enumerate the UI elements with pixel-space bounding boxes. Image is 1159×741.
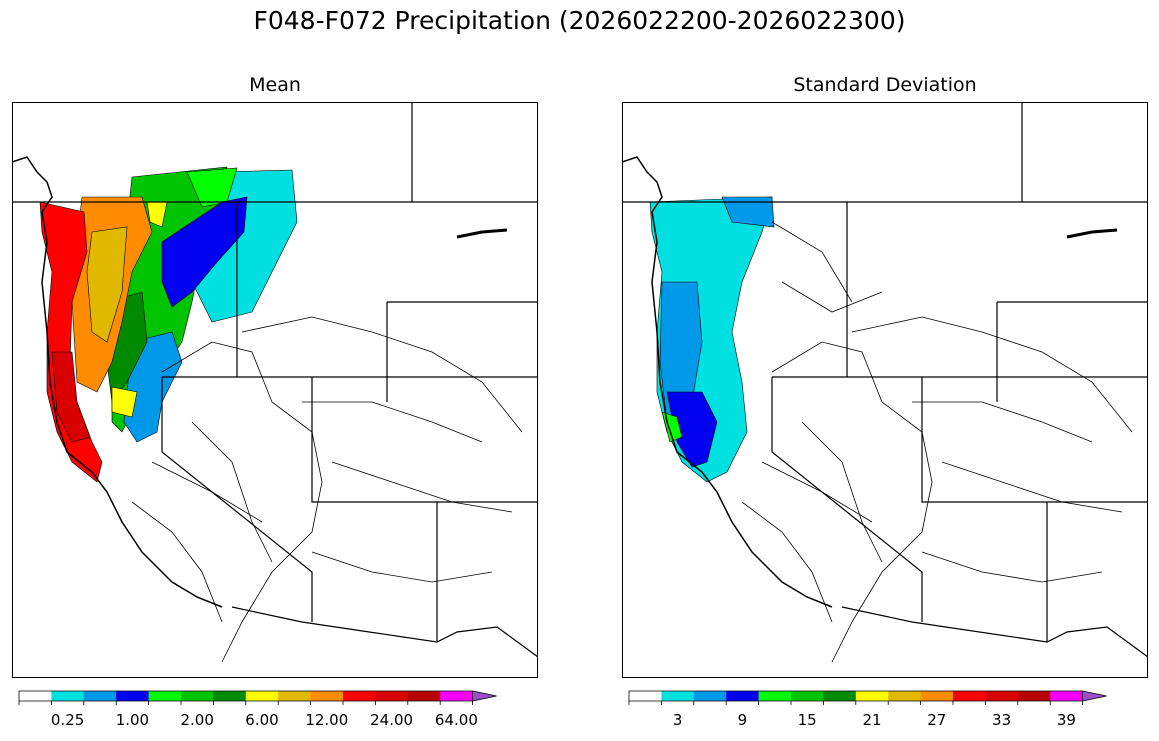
colorbar-swatch bbox=[83, 691, 117, 701]
colorbar-swatch bbox=[310, 691, 344, 701]
colorbar-tick-label: 9 bbox=[737, 711, 748, 729]
colorbar-swatch bbox=[629, 691, 662, 701]
colorbar-swatch bbox=[213, 691, 247, 701]
colorbar-swatch bbox=[278, 691, 311, 701]
coastline bbox=[622, 156, 833, 608]
coastline bbox=[12, 156, 223, 608]
colorbar-tick-label: 39 bbox=[1056, 711, 1076, 729]
colorbar-swatch bbox=[51, 691, 85, 701]
colorbar-swatch bbox=[985, 691, 1019, 701]
colorbar-tick-label: 6.00 bbox=[245, 711, 279, 729]
colorbar-tick-label: 12.00 bbox=[305, 711, 349, 729]
colorbar-swatch bbox=[1017, 691, 1051, 701]
colorbar-swatch bbox=[440, 691, 473, 701]
colorbar-swatch bbox=[791, 691, 824, 701]
colorbar-swatch bbox=[888, 691, 921, 701]
colorbar-tick-label: 64.00 bbox=[434, 711, 478, 729]
colorbar-swatch bbox=[693, 691, 727, 701]
colorbar-swatch bbox=[245, 691, 279, 701]
colorbar-swatch bbox=[116, 691, 149, 701]
colorbar-tick-label: 24.00 bbox=[370, 711, 414, 729]
colorbar-swatch bbox=[758, 691, 792, 701]
colorbar-swatch bbox=[343, 691, 376, 701]
colorbar-tick-label: 15 bbox=[797, 711, 817, 729]
colorbar-swatch bbox=[823, 691, 857, 701]
basin-outlines bbox=[741, 221, 1133, 663]
colorbar-swatch bbox=[920, 691, 954, 701]
colorbar-extend-arrow bbox=[1082, 690, 1107, 702]
colorbar-swatch bbox=[953, 691, 986, 701]
panel-title-std: Standard Deviation bbox=[793, 74, 977, 96]
colorbar-swatch bbox=[1050, 691, 1083, 701]
lake bbox=[456, 228, 508, 239]
colorbar-swatch bbox=[726, 691, 759, 701]
colorbar-mean-bar bbox=[18, 690, 497, 705]
colorbar-tick-label: 27 bbox=[927, 711, 947, 729]
panel-title-mean: Mean bbox=[249, 74, 301, 96]
colorbar-swatch bbox=[181, 691, 214, 701]
colorbar-swatch bbox=[407, 691, 441, 701]
colorbar-tick-label: 3 bbox=[672, 711, 683, 729]
map-panel-mean bbox=[12, 102, 538, 678]
colorbar-swatch bbox=[375, 691, 409, 701]
lake bbox=[1066, 228, 1118, 239]
colorbar-tick-label: 0.25 bbox=[50, 711, 85, 729]
colorbar-tick-label: 33 bbox=[992, 711, 1012, 729]
colorbar-std-bar bbox=[628, 690, 1107, 705]
std-shading bbox=[649, 196, 775, 483]
state-boundaries bbox=[12, 102, 538, 658]
state-boundaries bbox=[622, 102, 1148, 658]
basin-outlines bbox=[131, 316, 523, 663]
colorbar-swatch bbox=[19, 691, 52, 701]
colorbar-swatch bbox=[148, 691, 182, 701]
colorbar-extend-arrow bbox=[472, 690, 497, 702]
colorbar-swatch bbox=[661, 691, 695, 701]
precip-shading bbox=[39, 166, 298, 483]
colorbar-tick-label: 21 bbox=[862, 711, 882, 729]
figure-title: F048-F072 Precipitation (2026022200-2026… bbox=[253, 6, 906, 35]
map-panel-std bbox=[622, 102, 1148, 678]
colorbar-tick-label: 1.00 bbox=[115, 711, 150, 729]
colorbar-swatch bbox=[855, 691, 889, 701]
colorbar-tick-label: 2.00 bbox=[180, 711, 214, 729]
